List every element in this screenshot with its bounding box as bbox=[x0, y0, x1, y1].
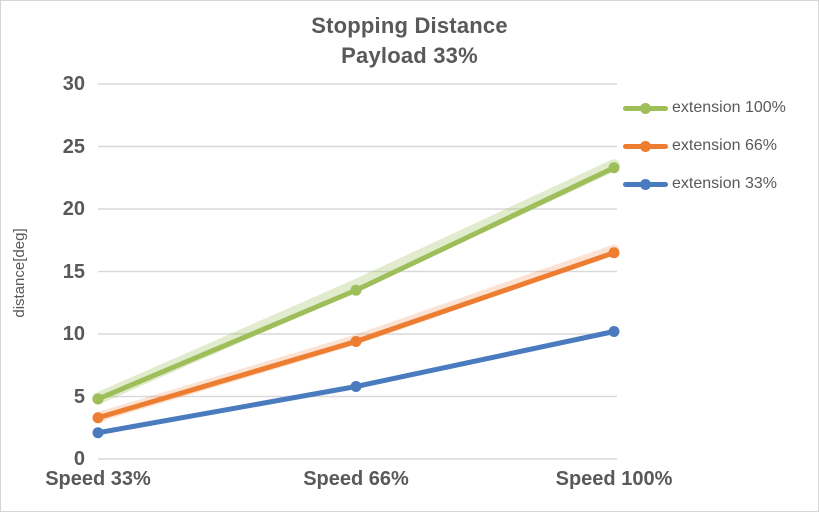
y-tick-label: 15 bbox=[62, 260, 85, 283]
legend: extension 100% extension 66% extension 33% bbox=[623, 89, 786, 203]
data-point-marker bbox=[350, 336, 362, 347]
legend-line-marker-icon bbox=[623, 102, 668, 114]
chart-title: Stopping Distance bbox=[311, 13, 508, 38]
x-axis-label: Speed 100% bbox=[555, 468, 673, 490]
legend-dot-icon bbox=[640, 140, 651, 152]
legend-dot-icon bbox=[640, 178, 651, 190]
legend-item: extension 33% bbox=[623, 165, 786, 203]
data-point-marker bbox=[608, 326, 620, 337]
legend-label: extension 66% bbox=[672, 137, 777, 154]
chart-subtitle: Payload 33% bbox=[341, 43, 478, 68]
chart-title-block: Stopping Distance Payload 33% bbox=[1, 11, 818, 71]
x-axis-label: Speed 66% bbox=[303, 468, 409, 490]
data-point-marker bbox=[608, 162, 620, 174]
legend-item: extension 66% bbox=[623, 127, 786, 165]
data-point-marker bbox=[92, 393, 104, 405]
x-axis-label: Speed 33% bbox=[45, 468, 151, 490]
legend-line-marker-icon bbox=[623, 178, 668, 190]
y-tick-label: 0 bbox=[73, 448, 85, 470]
data-point-marker bbox=[92, 412, 104, 424]
y-tick-label: 25 bbox=[62, 135, 85, 158]
data-point-marker bbox=[608, 247, 620, 259]
y-tick-label: 10 bbox=[62, 323, 85, 345]
legend-label: extension 100% bbox=[672, 99, 786, 116]
legend-line-marker-icon bbox=[623, 140, 668, 152]
legend-item: extension 100% bbox=[623, 89, 786, 127]
data-point-marker bbox=[92, 427, 104, 439]
legend-label: extension 33% bbox=[672, 175, 777, 192]
y-tick-label: 30 bbox=[62, 73, 85, 95]
y-tick-label: 5 bbox=[73, 385, 85, 408]
y-tick-label: 20 bbox=[62, 198, 85, 220]
y-axis-title: distance[deg] bbox=[11, 228, 28, 318]
data-point-marker bbox=[350, 284, 362, 296]
legend-dot-icon bbox=[640, 102, 651, 114]
data-point-marker bbox=[350, 381, 362, 392]
